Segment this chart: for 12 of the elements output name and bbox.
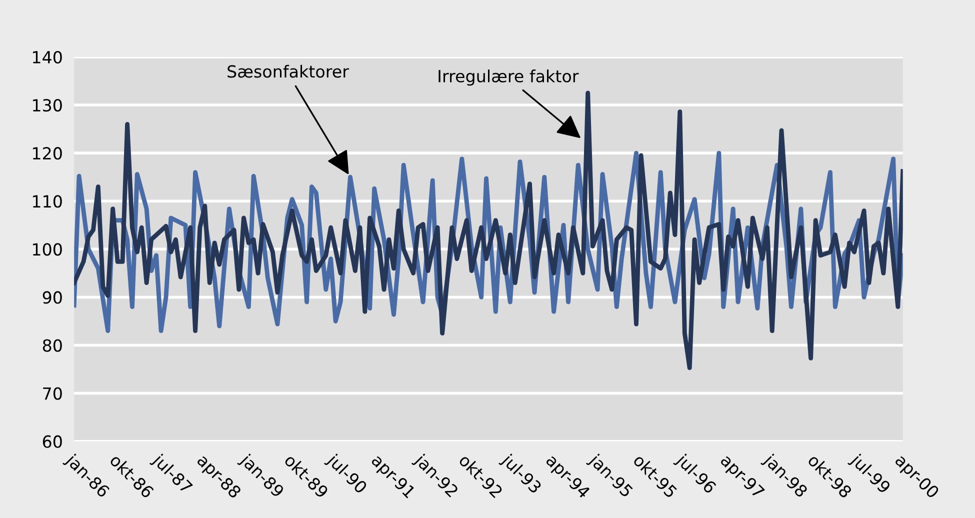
- y-tick-label: 110: [33, 195, 62, 208]
- line-series: [74, 90, 903, 370]
- y-tick-label: 80: [42, 339, 62, 352]
- annotation: Irregulære faktor: [438, 70, 579, 86]
- y-tick-label: 140: [33, 50, 62, 64]
- y-tick-label: 130: [33, 98, 62, 112]
- y-tick-label: 100: [33, 243, 62, 256]
- y-tick-label: 90: [42, 291, 62, 304]
- y-tick-label: 120: [33, 147, 62, 160]
- y-tick-label: 60: [42, 435, 62, 448]
- annotation: Sæsonfaktorer: [228, 64, 349, 78]
- y-tick-label: 70: [43, 387, 62, 400]
